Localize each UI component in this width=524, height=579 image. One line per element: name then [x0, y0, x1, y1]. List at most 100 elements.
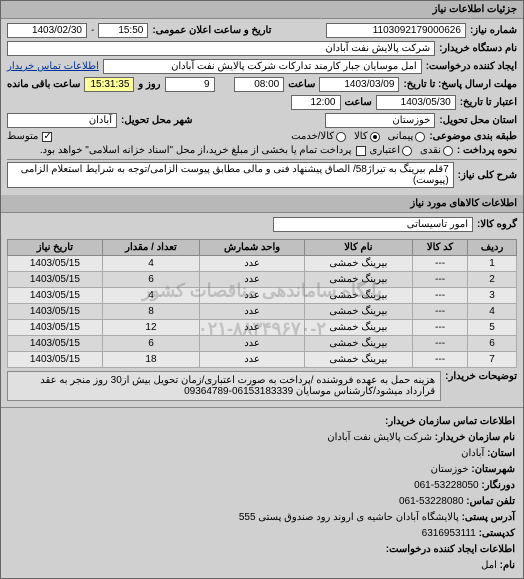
city-field: آبادان: [7, 113, 117, 128]
radio-credit[interactable]: [402, 146, 412, 156]
checkbox-partial[interactable]: [42, 132, 52, 142]
table-cell: 4: [102, 288, 199, 304]
table-row: 6---بیرینگ خمشیعدد61403/05/15: [8, 336, 517, 352]
contact-header: اطلاعات تماس سازمان خریدار:: [385, 416, 515, 427]
postal-label: آدرس پستی:: [462, 512, 515, 523]
table-cell: 5: [468, 320, 517, 336]
table-cell: 3: [468, 288, 517, 304]
table-cell: بیرینگ خمشی: [304, 352, 412, 368]
desc-label: شرح کلی نیاز:: [458, 170, 517, 181]
table-cell: 2: [468, 272, 517, 288]
creator-label: اطلاعات ایجاد کننده درخواست:: [386, 544, 515, 555]
radio-kala[interactable]: [370, 132, 380, 142]
goods-table: ردیفکد کالانام کالاواحد شمارشتعداد / مقد…: [7, 239, 517, 368]
desc-field: 7قلم بیرینگ به تیراژ58/ الصاق پیشنهاد فن…: [7, 162, 454, 188]
table-cell: عدد: [200, 336, 305, 352]
table-cell: 7: [468, 352, 517, 368]
code-value: 6316953111: [422, 528, 476, 539]
table-cell: 1403/05/15: [8, 256, 103, 272]
table-cell: بیرینگ خمشی: [304, 320, 412, 336]
table-cell: 6: [102, 272, 199, 288]
deadline-date-field: 1403/03/09: [319, 77, 399, 92]
table-cell: 1403/05/15: [8, 304, 103, 320]
table-header: تاریخ نیاز: [8, 240, 103, 256]
table-row: 2---بیرینگ خمشیعدد61403/05/15: [8, 272, 517, 288]
table-cell: ---: [412, 352, 467, 368]
contact-link[interactable]: اطلاعات تماس خریدار: [7, 61, 99, 72]
table-header: ردیف: [468, 240, 517, 256]
radio-cash[interactable]: [443, 146, 453, 156]
deadline-hour-field: 08:00: [234, 77, 284, 92]
table-cell: 1403/05/15: [8, 288, 103, 304]
table-cell: 6: [102, 336, 199, 352]
checkbox-payment-note[interactable]: [356, 146, 366, 156]
radio-money[interactable]: [415, 132, 425, 142]
validity-date-field: 1403/05/30: [376, 95, 456, 110]
table-cell: عدد: [200, 288, 305, 304]
name-label: نام:: [500, 560, 515, 571]
fax-value: 53228050-061: [414, 480, 479, 491]
province-label: استان محل تحویل:: [439, 115, 517, 126]
c-province-label: استان:: [487, 448, 515, 459]
table-cell: ---: [412, 256, 467, 272]
payment-radio-group: نقدی اعتباری: [370, 145, 453, 156]
table-cell: 8: [102, 304, 199, 320]
page-title: جزئیات اطلاعات نیاز: [1, 1, 523, 19]
table-row: 7---بیرینگ خمشیعدد181403/05/15: [8, 352, 517, 368]
fax-label: دورنگار:: [481, 480, 515, 491]
postal-value: پالایشگاه آبادان حاشیه ی اروند رود صندوق…: [239, 512, 459, 523]
requester-label: ایجاد کننده درخواست:: [426, 61, 517, 72]
table-row: 1---بیرینگ خمشیعدد41403/05/15: [8, 256, 517, 272]
validity-hour-field: 12:00: [291, 95, 341, 110]
table-cell: بیرینگ خمشی: [304, 288, 412, 304]
phone-label: تلفن تماس:: [466, 496, 515, 507]
c-city-label: شهرستان:: [471, 464, 515, 475]
announce-time-field: 15:50: [98, 23, 148, 38]
table-cell: ---: [412, 320, 467, 336]
table-cell: 18: [102, 352, 199, 368]
budget-radio-group: پیمانی کالا کالا/خدمت: [291, 131, 425, 142]
checkbox-partial-label: متوسط: [7, 131, 38, 142]
table-header: نام کالا: [304, 240, 412, 256]
table-cell: عدد: [200, 272, 305, 288]
announce-label: تاریخ و ساعت اعلان عمومی:: [152, 25, 271, 36]
requester-field: امل موسایان جبار کارمند تدارکات شرکت پال…: [103, 59, 422, 74]
province-field: خوزستان: [325, 113, 435, 128]
table-cell: 4: [102, 256, 199, 272]
org-label: نام سازمان خریدار:: [435, 432, 515, 443]
table-cell: 1403/05/15: [8, 336, 103, 352]
remain-days-label: روز و: [138, 79, 160, 90]
deadline-label: مهلت ارسال پاسخ: تا تاریخ:: [403, 79, 517, 90]
code-label: کدپستی:: [479, 528, 515, 539]
remain-days-field: 9: [165, 77, 215, 92]
req-number-field: 1103092179000626: [326, 23, 466, 38]
remain-time-field: 15:31:35: [84, 77, 134, 92]
table-cell: ---: [412, 288, 467, 304]
name-value: امل: [481, 560, 497, 571]
table-cell: عدد: [200, 320, 305, 336]
buyer-field: شرکت پالایش نفت آبادان: [7, 41, 435, 56]
validity-label: اعتبار تا تاریخ:: [460, 97, 517, 108]
table-cell: 6: [468, 336, 517, 352]
announce-date-field: 1403/02/30: [7, 23, 87, 38]
table-cell: ---: [412, 336, 467, 352]
table-cell: عدد: [200, 304, 305, 320]
radio-service[interactable]: [336, 132, 346, 142]
group-field: امور تاسیساتی: [273, 217, 473, 232]
c-city-value: خوزستان: [431, 464, 469, 475]
table-cell: 1403/05/15: [8, 320, 103, 336]
buyer-label: نام دستگاه خریدار:: [439, 43, 517, 54]
table-cell: 12: [102, 320, 199, 336]
table-cell: عدد: [200, 256, 305, 272]
table-cell: بیرینگ خمشی: [304, 272, 412, 288]
table-cell: 1403/05/15: [8, 272, 103, 288]
c-province-value: آبادان: [461, 448, 484, 459]
payment-label: نحوه پرداخت :: [457, 145, 517, 156]
table-row: 5---بیرینگ خمشیعدد121403/05/15: [8, 320, 517, 336]
footer-note: هزینه حمل به عهده فروشنده /پرداخت به صور…: [7, 371, 441, 401]
table-cell: 1403/05/15: [8, 352, 103, 368]
phone-value: 53228080-061: [399, 496, 464, 507]
footer-note-label: توضیحات خریدار:: [445, 371, 517, 382]
table-cell: 4: [468, 304, 517, 320]
payment-note: پرداخت تمام یا بخشی از مبلغ خرید،از محل …: [40, 145, 352, 156]
